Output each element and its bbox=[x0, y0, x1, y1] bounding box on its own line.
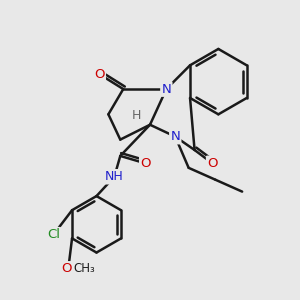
Text: O: O bbox=[94, 68, 105, 81]
Text: O: O bbox=[61, 262, 72, 275]
Text: NH: NH bbox=[105, 170, 124, 183]
Text: N: N bbox=[161, 82, 171, 96]
Text: O: O bbox=[207, 157, 218, 170]
Text: Cl: Cl bbox=[47, 228, 60, 241]
Text: O: O bbox=[140, 157, 151, 170]
Text: CH₃: CH₃ bbox=[74, 262, 95, 275]
Text: N: N bbox=[170, 130, 180, 143]
Text: H: H bbox=[132, 109, 141, 122]
